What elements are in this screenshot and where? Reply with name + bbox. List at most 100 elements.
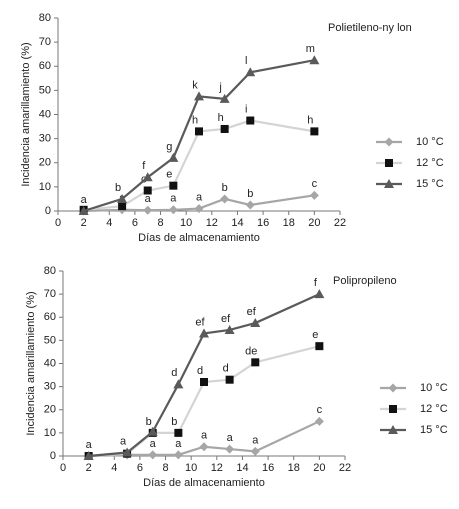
- marker: [148, 450, 158, 460]
- point-label: m: [306, 43, 315, 55]
- y-tick-label: 80: [39, 12, 51, 24]
- legend-label: 10 °C: [420, 382, 448, 394]
- point-label: ef: [247, 306, 257, 318]
- point-label: d: [197, 365, 203, 377]
- y-tick-label: 70: [39, 36, 51, 48]
- marker: [220, 124, 229, 133]
- marker: [309, 55, 320, 65]
- marker: [250, 446, 260, 456]
- marker: [384, 179, 394, 188]
- x-tick-label: 16: [257, 217, 269, 229]
- x-tick-label: 0: [55, 217, 61, 229]
- x-tick-label: 8: [157, 217, 163, 229]
- series-line: [83, 59, 315, 213]
- point-label: e: [312, 329, 318, 341]
- marker: [309, 190, 319, 200]
- x-tick-label: 6: [137, 462, 143, 474]
- marker: [385, 159, 393, 167]
- marker: [168, 152, 179, 162]
- marker: [173, 450, 183, 460]
- x-tick-label: 12: [206, 217, 218, 229]
- marker: [122, 447, 133, 457]
- annotation: Polietileno-ny lon: [328, 22, 412, 34]
- point-label: j: [218, 82, 221, 94]
- y-tick-label: 0: [45, 205, 51, 217]
- point-label: c: [317, 404, 323, 416]
- marker: [246, 116, 255, 125]
- x-tick-label: 14: [236, 462, 248, 474]
- marker: [245, 67, 256, 77]
- legend-label: 12 °C: [416, 157, 444, 169]
- x-axis-label: Días de almacenamiento: [138, 232, 260, 244]
- marker: [245, 200, 255, 210]
- marker: [314, 289, 325, 299]
- point-label: h: [218, 112, 224, 124]
- point-label: a: [120, 435, 127, 447]
- x-tick-label: 18: [288, 462, 300, 474]
- x-tick-label: 2: [81, 217, 87, 229]
- x-tick-label: 12: [211, 462, 223, 474]
- legend-label: 15 °C: [420, 424, 448, 436]
- y-tick-label: 10: [39, 181, 51, 193]
- y-tick-label: 80: [44, 265, 56, 277]
- marker: [142, 172, 153, 182]
- marker: [388, 425, 398, 434]
- x-tick-label: 20: [313, 462, 325, 474]
- point-label: ef: [221, 313, 231, 325]
- x-tick-label: 10: [185, 462, 197, 474]
- x-tick-label: 4: [106, 217, 112, 229]
- marker: [200, 378, 208, 386]
- y-axis-label: Incidencia amarillamiento (%): [25, 291, 37, 435]
- marker: [225, 375, 234, 384]
- legend-label: 15 °C: [416, 178, 444, 190]
- marker: [143, 205, 153, 215]
- marker: [199, 442, 209, 452]
- point-label: de: [245, 345, 257, 357]
- marker: [199, 328, 209, 338]
- y-tick-label: 30: [39, 133, 51, 145]
- marker: [83, 451, 94, 460]
- y-tick-label: 40: [39, 108, 51, 120]
- marker: [173, 379, 184, 389]
- series-line: [83, 119, 315, 211]
- point-label: a: [170, 193, 177, 205]
- point-label: a: [175, 438, 182, 450]
- series-line: [88, 293, 320, 458]
- point-label: a: [86, 439, 93, 451]
- x-tick-label: 14: [231, 217, 243, 229]
- point-label: a: [145, 193, 152, 205]
- point-label: a: [196, 191, 203, 203]
- y-tick-label: 60: [39, 60, 51, 72]
- y-tick-label: 0: [50, 450, 56, 462]
- x-tick-label: 4: [111, 462, 117, 474]
- marker: [225, 444, 235, 454]
- point-label: i: [245, 103, 247, 115]
- marker: [250, 318, 261, 328]
- x-tick-label: 10: [180, 217, 192, 229]
- point-label: b: [146, 416, 152, 428]
- x-tick-label: 0: [60, 462, 66, 474]
- point-label: f: [314, 277, 318, 289]
- x-tick-label: 2: [86, 462, 92, 474]
- marker: [220, 194, 230, 204]
- point-label: d: [223, 363, 229, 375]
- marker: [143, 186, 152, 195]
- y-tick-label: 60: [44, 311, 56, 323]
- x-tick-label: 8: [162, 462, 168, 474]
- marker: [219, 93, 230, 103]
- y-axis-label: Incidencia amarillamiento (%): [20, 42, 32, 186]
- point-label: b: [115, 182, 121, 194]
- marker: [169, 181, 178, 190]
- point-label: e: [166, 169, 172, 181]
- legend-label: 12 °C: [420, 403, 448, 415]
- x-tick-label: 18: [283, 217, 295, 229]
- marker: [315, 342, 324, 351]
- point-label: f: [142, 160, 146, 172]
- y-tick-label: 30: [44, 381, 56, 393]
- annotation: Polipropileno: [333, 275, 397, 287]
- marker: [224, 324, 235, 334]
- y-tick-label: 50: [39, 84, 51, 96]
- y-tick-label: 40: [44, 357, 56, 369]
- point-label: b: [247, 188, 253, 200]
- point-label: ef: [195, 316, 205, 328]
